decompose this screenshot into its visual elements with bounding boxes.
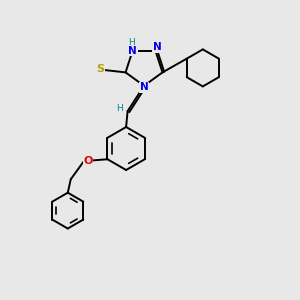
Text: N: N xyxy=(153,42,161,52)
Text: H: H xyxy=(128,38,134,47)
Text: O: O xyxy=(83,156,93,166)
Text: H: H xyxy=(116,104,123,113)
Text: N: N xyxy=(140,82,148,92)
Text: N: N xyxy=(128,46,137,56)
Text: S: S xyxy=(96,64,104,74)
